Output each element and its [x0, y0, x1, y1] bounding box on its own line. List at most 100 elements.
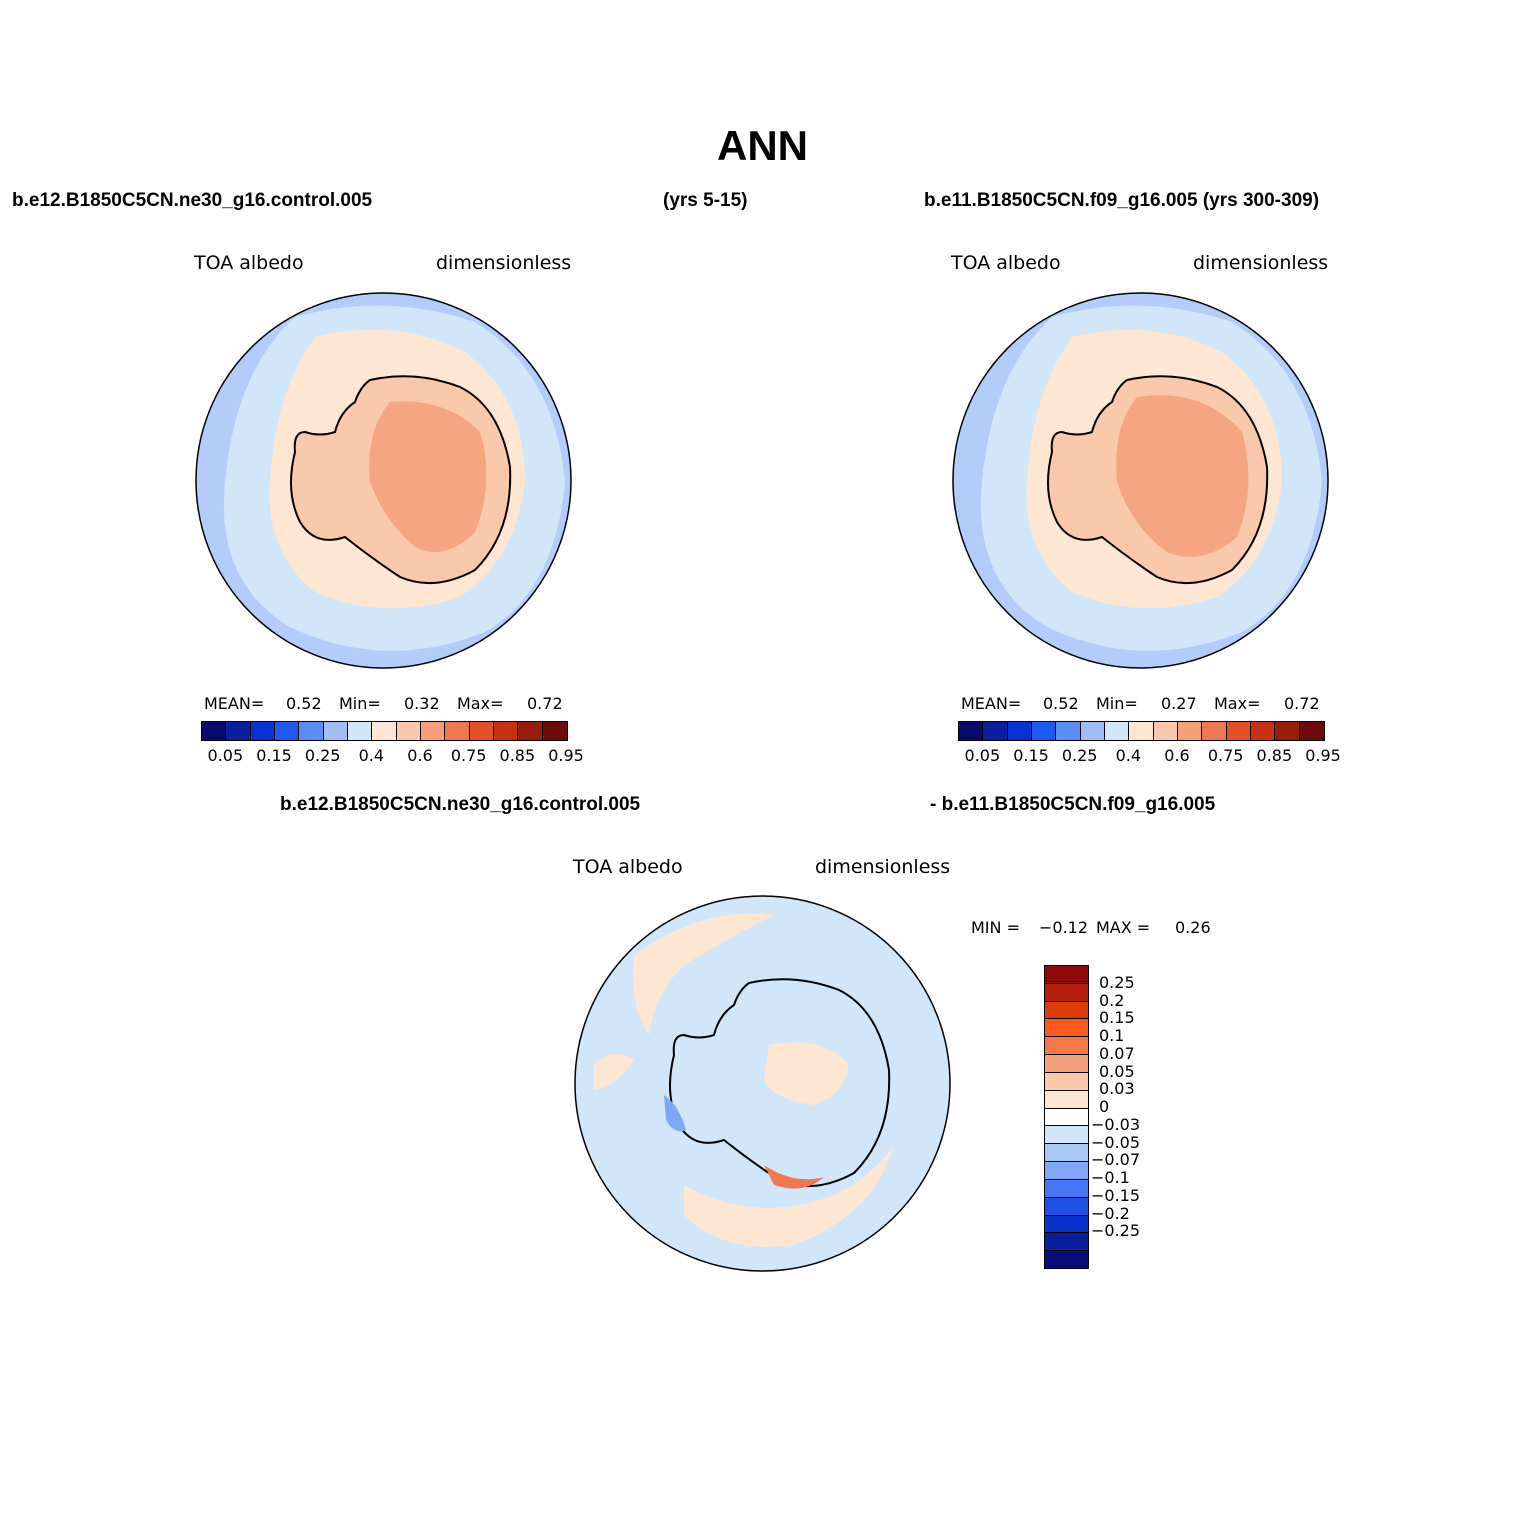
- colorbar-tick-label: 0.05: [964, 746, 1001, 765]
- colorbar-box: [1080, 722, 1105, 740]
- colorbar-tick-label: −0.15: [1091, 1185, 1141, 1205]
- colorbar-tick-label: 0.03: [1099, 1079, 1135, 1099]
- colorbar-tick-label: 0.25: [1099, 972, 1135, 992]
- diff-max-label: MAX =: [1096, 918, 1151, 937]
- colorbar-box: [202, 722, 227, 740]
- colorbar-box: [1045, 1055, 1088, 1073]
- colorbar-box: [372, 722, 397, 740]
- colorbar-box: [1045, 1251, 1088, 1269]
- colorbar-box: [1045, 1090, 1088, 1109]
- colorbar-box: [1299, 722, 1324, 740]
- colorbar-tick-label: 0.2: [1099, 990, 1125, 1010]
- panel1-min-value: 0.32: [404, 694, 440, 713]
- panel1-map: [195, 292, 572, 669]
- colorbar-box: [1045, 1126, 1088, 1145]
- colorbar-box: [420, 722, 446, 740]
- panel2-min-label: Min=: [1096, 694, 1138, 713]
- colorbar-tick-label: 0.15: [1099, 1008, 1135, 1028]
- colorbar-box: [226, 722, 251, 740]
- colorbar-box: [1031, 722, 1057, 740]
- main-title: ANN: [717, 122, 808, 169]
- panel1-min-label: Min=: [339, 694, 381, 713]
- colorbar-box: [518, 722, 543, 740]
- colorbar-box: [493, 722, 519, 740]
- colorbar-tick-label: 0.05: [207, 746, 244, 765]
- panel2-map: [952, 292, 1329, 669]
- panel1-case: b.e12.B1850C5CN.ne30_g16.control.005: [12, 190, 373, 211]
- colorbar-tick-label: 0.25: [304, 746, 341, 765]
- panel2-variable: TOA albedo: [951, 252, 1061, 274]
- colorbar-box: [1045, 1179, 1088, 1198]
- diff-case-a: b.e12.B1850C5CN.ne30_g16.control.005: [280, 794, 641, 815]
- colorbar-box: [250, 722, 275, 740]
- colorbar-box: [1045, 966, 1088, 984]
- panel1-mean-label: MEAN=: [204, 694, 265, 713]
- colorbar-tick-label: 0.07: [1099, 1043, 1135, 1063]
- diff-min-label: MIN =: [971, 918, 1020, 937]
- panel1-mean-value: 0.52: [286, 694, 322, 713]
- colorbar-tick-label: 0.85: [1256, 746, 1293, 765]
- colorbar-tick-label: 0.25: [1061, 746, 1098, 765]
- colorbar-box: [1045, 1001, 1088, 1020]
- colorbar-tick-label: 0.75: [450, 746, 487, 765]
- colorbar-box: [1104, 722, 1130, 740]
- colorbar-box: [983, 722, 1008, 740]
- colorbar-box: [299, 722, 324, 740]
- panel2-units: dimensionless: [1193, 252, 1329, 274]
- colorbar-box: [445, 722, 470, 740]
- colorbar-tick-label: −0.05: [1091, 1132, 1141, 1152]
- colorbar-box: [1153, 722, 1178, 740]
- colorbar-tick-label: 0.95: [548, 746, 584, 765]
- colorbar-tick-label: 0.05: [1099, 1061, 1135, 1081]
- colorbar-box: [1177, 722, 1203, 740]
- colorbar-box: [542, 722, 567, 740]
- colorbar-box: [1045, 1162, 1088, 1180]
- panel2-case: b.e11.B1850C5CN.f09_g16.005 (yrs 300-309…: [924, 190, 1320, 211]
- colorbar-tick-label: −0.07: [1091, 1150, 1141, 1170]
- panel2-colorbar: [958, 721, 1325, 741]
- colorbar-tick-label: 0.6: [1164, 746, 1190, 765]
- colorbar-tick-label: 0.95: [1305, 746, 1341, 765]
- colorbar-box: [1045, 1233, 1088, 1252]
- colorbar-box: [1045, 1037, 1088, 1056]
- colorbar-tick-label: 0.4: [1115, 746, 1142, 765]
- colorbar-tick-label: 0.85: [499, 746, 536, 765]
- diff-max-value: 0.26: [1175, 918, 1211, 937]
- colorbar-box: [396, 722, 421, 740]
- panel2-mean-value: 0.52: [1043, 694, 1079, 713]
- colorbar-tick-label: 0.4: [358, 746, 385, 765]
- colorbar-box: [959, 722, 984, 740]
- colorbar-tick-label: 0: [1099, 1097, 1110, 1117]
- colorbar-box: [323, 722, 348, 740]
- colorbar-box: [1045, 1072, 1088, 1091]
- panel2-max-label: Max=: [1214, 694, 1261, 713]
- colorbar-box: [1007, 722, 1032, 740]
- panel2-max-value: 0.72: [1284, 694, 1320, 713]
- diff-map: [574, 895, 951, 1272]
- diff-case-b: - b.e11.B1850C5CN.f09_g16.005: [930, 794, 1216, 815]
- colorbar-box: [1045, 1215, 1088, 1234]
- colorbar-box: [1045, 1144, 1088, 1163]
- colorbar-tick-label: −0.25: [1091, 1221, 1141, 1241]
- colorbar-tick-label: −0.03: [1091, 1114, 1141, 1134]
- colorbar-box: [1056, 722, 1081, 740]
- colorbar-box: [469, 722, 494, 740]
- colorbar-box: [1045, 983, 1088, 1002]
- colorbar-tick-label: −0.1: [1091, 1168, 1130, 1188]
- colorbar-box: [1226, 722, 1251, 740]
- diff-units: dimensionless: [815, 856, 951, 878]
- colorbar-box: [1045, 1197, 1088, 1216]
- colorbar-tick-label: 0.75: [1207, 746, 1244, 765]
- colorbar-tick-label: −0.2: [1091, 1203, 1130, 1223]
- colorbar-box: [1275, 722, 1300, 740]
- colorbar-box: [1129, 722, 1154, 740]
- colorbar-box: [1045, 1019, 1088, 1038]
- panel2-mean-label: MEAN=: [961, 694, 1022, 713]
- diff-variable: TOA albedo: [573, 856, 683, 878]
- colorbar-tick-label: 0.15: [256, 746, 292, 765]
- colorbar-box: [1250, 722, 1276, 740]
- diff-min-value: −0.12: [1039, 918, 1089, 937]
- colorbar-tick-label: 0.15: [1013, 746, 1049, 765]
- colorbar-tick-label: 0.6: [407, 746, 433, 765]
- colorbar-box: [1202, 722, 1227, 740]
